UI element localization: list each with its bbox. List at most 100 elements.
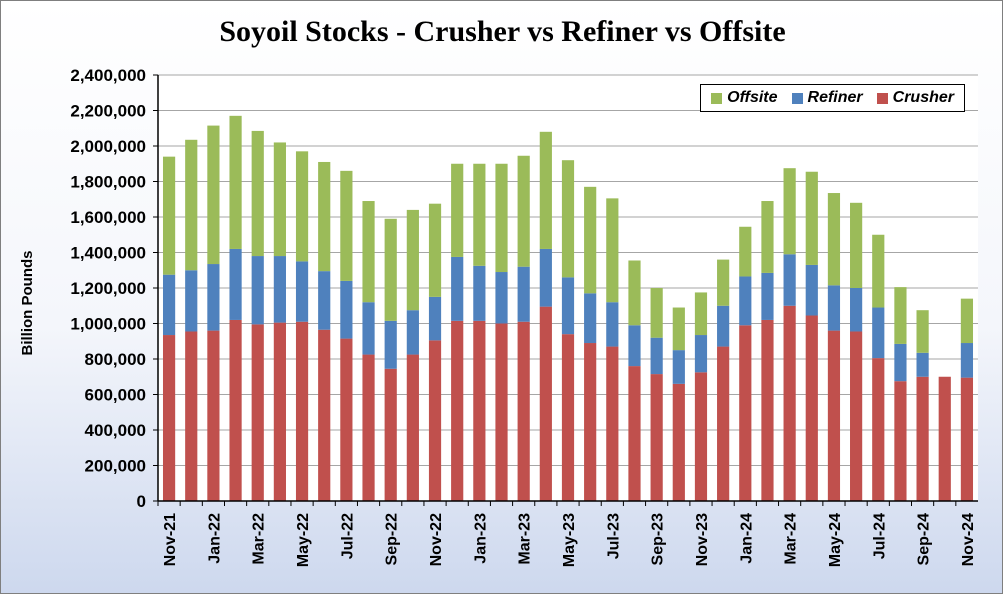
x-tick-label: May-23 [561,513,578,567]
bar-refiner [606,302,619,347]
bar-crusher [273,322,286,501]
bar-crusher [561,334,575,501]
bar-crusher [783,305,796,501]
bar-offsite [717,259,730,306]
bar-refiner [672,350,685,384]
legend-swatch-offsite [711,92,723,104]
bar-offsite [495,163,508,273]
bar-refiner [162,274,176,336]
bar-refiner [495,272,508,324]
bar-refiner [872,307,885,359]
bar-offsite [362,201,375,303]
bar-offsite [561,160,575,278]
bar-offsite [672,307,685,351]
bar-offsite [517,155,530,267]
bar-crusher [739,325,752,501]
x-tick-label: Jan-22 [206,513,223,564]
bar-offsite [650,288,663,338]
bar-offsite [406,209,419,311]
bar-refiner [827,285,841,331]
bar-refiner [517,266,530,322]
legend-label-refiner: Refiner [807,89,863,106]
y-tick-label: 2,200,000 [70,102,146,121]
bar-offsite [606,198,619,303]
bar-refiner [207,264,220,331]
bar-refiner [694,335,708,373]
bar-refiner [473,265,486,321]
bar-crusher [694,372,708,501]
legend-label-offsite: Offsite [727,89,778,106]
x-tick-label: Nov-23 [694,513,711,566]
bar-refiner [717,305,730,347]
y-tick-label: 800,000 [85,350,146,369]
bar-refiner [295,261,309,322]
bar-offsite [739,226,752,277]
bar-offsite [162,156,176,275]
chart-legend: Offsite Refiner Crusher [700,84,965,112]
bar-offsite [960,298,974,344]
bar-crusher [162,335,176,501]
bar-offsite [894,287,907,344]
y-tick-label: 2,000,000 [70,137,146,156]
y-tick-label: 1,200,000 [70,279,146,298]
y-tick-label: 400,000 [85,421,146,440]
bar-crusher [761,319,774,501]
y-tick-label: 1,600,000 [70,208,146,227]
bar-refiner [185,270,198,332]
bar-refiner [384,320,397,369]
bar-offsite [783,168,796,255]
y-tick-label: 2,400,000 [70,66,146,85]
bar-offsite [185,139,198,271]
bar-offsite [207,125,220,265]
bar-crusher [628,366,641,501]
bar-crusher [406,354,419,501]
x-tick-label: May-24 [827,513,844,567]
bar-refiner [761,272,774,320]
bar-refiner [916,352,929,377]
x-tick-label: Nov-21 [162,513,179,566]
bar-crusher [850,331,863,501]
bar-offsite [872,234,885,308]
x-tick-label: Jul-23 [605,513,622,559]
bar-crusher [938,376,951,501]
x-tick-label: Mar-24 [783,513,800,565]
bar-refiner [650,337,663,375]
bar-crusher [827,330,841,501]
bar-crusher [672,383,685,501]
bar-crusher [428,340,442,501]
x-tick-label: Jan-24 [738,513,755,564]
bar-offsite [295,151,309,262]
x-tick-label: Sep-22 [384,513,401,566]
bar-crusher [295,321,309,501]
bar-refiner [628,325,641,367]
legend-swatch-crusher [876,92,888,104]
bar-crusher [872,358,885,501]
bar-crusher [717,346,730,501]
x-tick-label: Mar-23 [517,513,534,565]
bar-refiner [451,256,464,321]
bar-crusher [340,338,353,501]
bar-offsite [229,115,242,249]
bar-crusher [606,346,619,501]
y-tick-label: 0 [137,492,146,511]
x-tick-label: Nov-24 [960,513,977,566]
bar-offsite [694,292,708,336]
bar-refiner [340,280,353,339]
bar-offsite [761,201,774,273]
bar-offsite [805,171,818,265]
bar-offsite [384,218,397,321]
bar-crusher [584,343,597,501]
bar-crusher [805,315,818,501]
bar-crusher [473,320,486,501]
bar-offsite [827,193,841,286]
bar-crusher [495,323,508,501]
bar-offsite [251,130,264,257]
bar-refiner [428,296,442,341]
bar-offsite [451,163,464,257]
bar-offsite [628,260,641,326]
y-tick-label: 1,800,000 [70,173,146,192]
bar-crusher [517,321,530,501]
bar-refiner [783,254,796,306]
bar-offsite [473,163,486,266]
